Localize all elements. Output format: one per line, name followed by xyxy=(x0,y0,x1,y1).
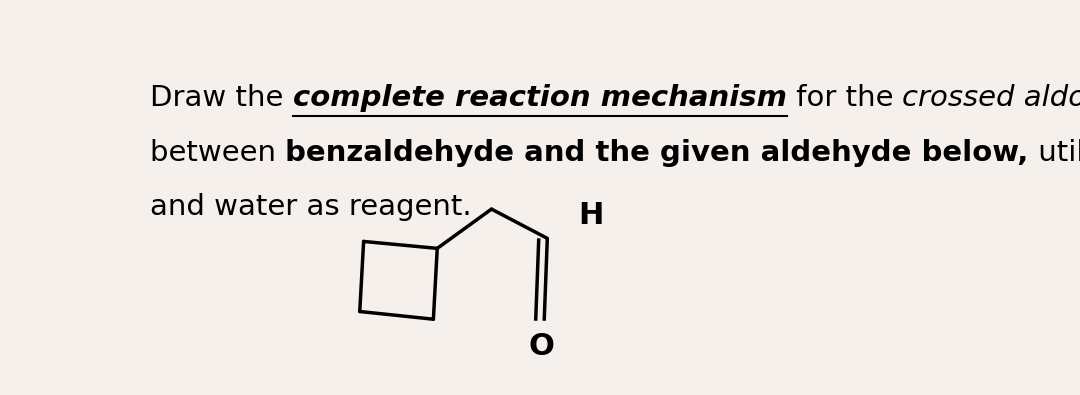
Text: between: between xyxy=(150,139,285,167)
Text: benzaldehyde and the given aldehyde below,: benzaldehyde and the given aldehyde belo… xyxy=(285,139,1028,167)
Text: complete reaction mechanism: complete reaction mechanism xyxy=(293,84,786,112)
Text: utilizing NaOH as the base: utilizing NaOH as the base xyxy=(1028,139,1080,167)
Text: Draw the: Draw the xyxy=(150,84,293,112)
Text: H: H xyxy=(578,201,604,230)
Text: and water as reagent.: and water as reagent. xyxy=(150,194,472,221)
Text: O: O xyxy=(528,332,554,361)
Text: crossed aldol condensation: crossed aldol condensation xyxy=(903,84,1080,112)
Text: for the: for the xyxy=(786,84,903,112)
